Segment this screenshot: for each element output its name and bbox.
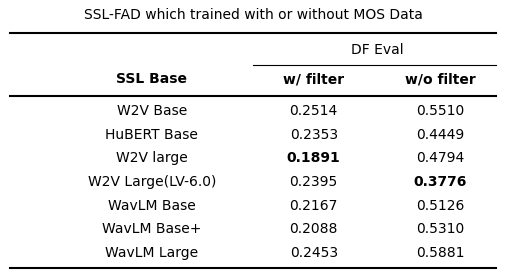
Text: 0.5881: 0.5881 [415,246,464,260]
Text: 0.1891: 0.1891 [286,152,340,165]
Text: W2V Large(LV-6.0): W2V Large(LV-6.0) [87,175,216,189]
Text: WavLM Base: WavLM Base [108,199,195,213]
Text: 0.5510: 0.5510 [415,104,464,118]
Text: 0.3776: 0.3776 [413,175,466,189]
Text: SSL-FAD which trained with or without MOS Data: SSL-FAD which trained with or without MO… [83,8,422,22]
Text: 0.4794: 0.4794 [415,152,464,165]
Text: 0.2514: 0.2514 [289,104,337,118]
Text: 0.4449: 0.4449 [415,128,464,142]
Text: HuBERT Base: HuBERT Base [105,128,198,142]
Text: WavLM Base+: WavLM Base+ [102,222,201,236]
Text: w/ filter: w/ filter [283,72,343,86]
Text: 0.2088: 0.2088 [289,222,337,236]
Text: SSL Base: SSL Base [116,72,187,86]
Text: 0.5126: 0.5126 [415,199,464,213]
Text: 0.2453: 0.2453 [289,246,337,260]
Text: 0.2395: 0.2395 [289,175,337,189]
Text: 0.2353: 0.2353 [289,128,337,142]
Text: DF Eval: DF Eval [350,43,402,57]
Text: W2V large: W2V large [116,152,187,165]
Text: W2V Base: W2V Base [117,104,186,118]
Text: 0.2167: 0.2167 [289,199,337,213]
Text: 0.5310: 0.5310 [415,222,464,236]
Text: w/o filter: w/o filter [404,72,475,86]
Text: WavLM Large: WavLM Large [105,246,198,260]
